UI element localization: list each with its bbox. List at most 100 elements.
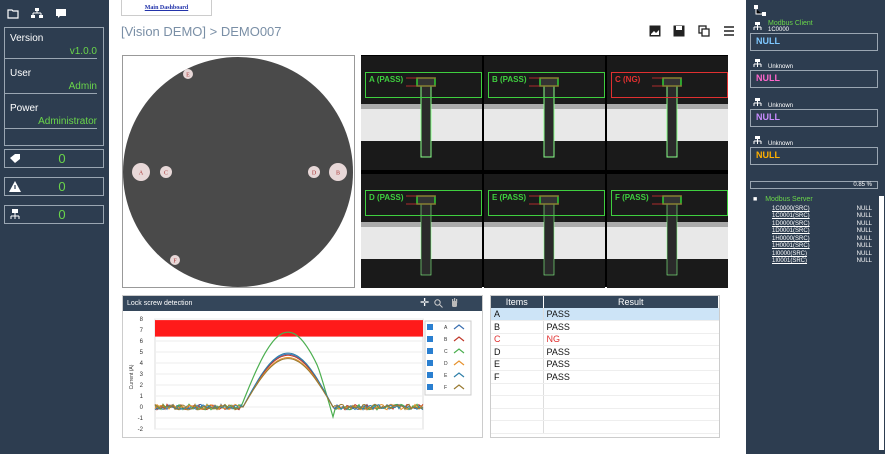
result-cell: PASS bbox=[543, 358, 719, 371]
empty-row bbox=[491, 408, 719, 421]
client-value: NULL bbox=[750, 108, 878, 127]
table-row[interactable]: E PASS bbox=[491, 358, 719, 371]
cell-status-label: E (PASS) bbox=[488, 190, 605, 216]
camera-cell-e[interactable]: E (PASS) bbox=[484, 174, 605, 288]
col-result: Result bbox=[543, 296, 719, 308]
legend-checkbox[interactable] bbox=[427, 384, 433, 390]
wheel-point-f[interactable] bbox=[170, 255, 180, 265]
modbus-client-2[interactable]: Unknown NULL bbox=[750, 58, 878, 88]
page-title: [Vision DEMO] > DEMO007 bbox=[121, 24, 282, 39]
legend-label: E bbox=[444, 373, 448, 379]
series-line-e bbox=[154, 352, 424, 411]
server-row[interactable]: 1D0001(SRC) NULL bbox=[772, 228, 872, 236]
network-icon[interactable] bbox=[31, 8, 43, 19]
camera-cell-d[interactable]: D (PASS) bbox=[361, 174, 482, 288]
wheel-point-b[interactable] bbox=[329, 163, 347, 181]
server-value: NULL bbox=[856, 213, 872, 220]
camera-cell-a[interactable]: A (PASS) bbox=[361, 56, 482, 170]
wheel-point-a[interactable] bbox=[132, 163, 150, 181]
server-row[interactable]: 1H0001(SRC) NULL bbox=[772, 243, 872, 251]
server-row[interactable]: 1H0000(SRC) NULL bbox=[772, 235, 872, 243]
move-icon[interactable]: ✛ bbox=[420, 297, 430, 309]
power-label: Power bbox=[10, 103, 39, 114]
legend-box bbox=[424, 320, 472, 396]
copy-icon[interactable] bbox=[698, 25, 710, 37]
screw-image bbox=[361, 77, 482, 158]
wheel-point-e[interactable] bbox=[183, 69, 193, 79]
scrollbar[interactable] bbox=[879, 196, 884, 450]
server-row[interactable]: 1C0000(SRC) NULL bbox=[772, 205, 872, 213]
server-row[interactable]: 1C0001(SRC) NULL bbox=[772, 213, 872, 221]
main-panel: Main Dashboard [Vision DEMO] > DEMO007 A… bbox=[109, 0, 746, 454]
server-table: 1C0000(SRC) NULL 1C0001(SRC) NULL 1D0000(SRC… bbox=[772, 205, 872, 265]
legend-checkbox[interactable] bbox=[427, 336, 433, 342]
legend-label: D bbox=[444, 361, 448, 367]
modbus-server-title[interactable]: ■ Modbus Server bbox=[753, 196, 813, 203]
zoom-icon[interactable] bbox=[434, 299, 443, 308]
legend-checkbox[interactable] bbox=[427, 324, 433, 330]
screw-image bbox=[361, 195, 482, 276]
y-tick-label: 4 bbox=[140, 361, 144, 367]
server-row[interactable]: 1I0001(SRC) NULL bbox=[772, 258, 872, 266]
warnings-counter[interactable]: 0 bbox=[4, 177, 104, 196]
chat-icon[interactable] bbox=[55, 8, 67, 19]
image-icon[interactable] bbox=[649, 25, 661, 37]
server-address: 1C0001(SRC) bbox=[772, 213, 810, 220]
tab-main-dashboard[interactable]: Main Dashboard bbox=[121, 0, 212, 16]
cell-status-label: C (NG) bbox=[611, 72, 728, 98]
inspection-wheel: A B C D E F bbox=[122, 55, 355, 288]
devices-counter[interactable]: 0 bbox=[4, 205, 104, 224]
legend-swatch bbox=[453, 372, 465, 378]
messages-counter[interactable]: 0 bbox=[4, 149, 104, 168]
table-row[interactable]: C NG bbox=[491, 333, 719, 346]
y-tick-label: 2 bbox=[140, 383, 144, 389]
wheel-point-d[interactable] bbox=[308, 166, 320, 178]
modbus-client-1[interactable]: Modbus Client 1C0000 NULL bbox=[750, 20, 878, 51]
warnings-count: 0 bbox=[58, 179, 66, 194]
device-network-icon bbox=[753, 22, 762, 30]
info-box: Version v1.0.0 User Admin Power Administ… bbox=[4, 27, 104, 146]
camera-cell-f[interactable]: F (PASS) bbox=[607, 174, 728, 288]
save-icon[interactable] bbox=[673, 25, 685, 37]
screw-image bbox=[484, 195, 605, 276]
cell-status-label: F (PASS) bbox=[611, 190, 728, 216]
pan-hand-icon[interactable] bbox=[450, 298, 459, 308]
server-value: NULL bbox=[856, 250, 872, 257]
screw-image bbox=[484, 77, 605, 158]
server-value: NULL bbox=[856, 258, 872, 265]
legend-checkbox[interactable] bbox=[427, 348, 433, 354]
y-tick-label: 6 bbox=[140, 339, 144, 345]
result-cell: PASS bbox=[543, 370, 719, 384]
menu-icon[interactable] bbox=[723, 25, 735, 37]
network-icon[interactable] bbox=[754, 5, 766, 16]
server-row[interactable]: 1I0000(SRC) NULL bbox=[772, 250, 872, 258]
result-cell: PASS bbox=[543, 320, 719, 334]
wheel-point-c[interactable] bbox=[160, 166, 172, 178]
table-row[interactable]: B PASS bbox=[491, 320, 719, 334]
wheel-point-label: C bbox=[164, 171, 168, 177]
legend-checkbox[interactable] bbox=[427, 360, 433, 366]
results-table-panel: Items Result A PASS B PASS C NG D PASS E PASS F PASS bbox=[490, 295, 720, 438]
folder-icon[interactable] bbox=[7, 8, 19, 19]
server-value: NULL bbox=[856, 220, 872, 227]
item-cell: E bbox=[491, 358, 544, 371]
table-row[interactable]: A PASS bbox=[491, 308, 719, 321]
chart-title: Lock screw detection bbox=[127, 300, 193, 307]
client-title: Modbus Client bbox=[768, 20, 813, 27]
camera-cell-c[interactable]: C (NG) bbox=[607, 56, 728, 170]
server-row[interactable]: 1D0000(SRC) NULL bbox=[772, 220, 872, 228]
device-network-icon bbox=[753, 136, 762, 144]
top-icons bbox=[0, 0, 109, 24]
series-line-d bbox=[154, 357, 424, 411]
client-header: Unknown bbox=[768, 102, 794, 109]
camera-cell-b[interactable]: B (PASS) bbox=[484, 56, 605, 170]
table-row[interactable]: F PASS bbox=[491, 370, 719, 384]
table-row[interactable]: D PASS bbox=[491, 345, 719, 359]
modbus-client-3[interactable]: Unknown NULL bbox=[750, 97, 878, 127]
legend-checkbox[interactable] bbox=[427, 372, 433, 378]
version-value: v1.0.0 bbox=[5, 46, 97, 59]
client-header: Unknown bbox=[768, 64, 794, 70]
chart-panel: Lock screw detection ✛ 8 7 6 5 4 3 2 1 0 -1 -2 Curr… bbox=[122, 295, 483, 438]
modbus-client-4[interactable]: Unknown NULL bbox=[750, 135, 878, 165]
